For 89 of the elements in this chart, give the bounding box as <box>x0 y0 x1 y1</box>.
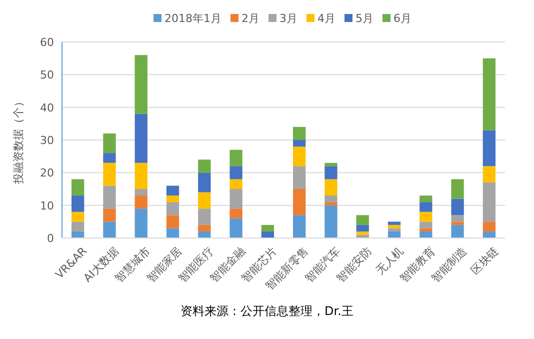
y-tick-label: 10 <box>40 199 54 212</box>
bar <box>198 208 211 225</box>
text: 资料来源：公开信息整理，Dr.王 <box>180 304 354 318</box>
legend-label: 2018年1月 <box>164 12 222 25</box>
bar <box>230 218 242 238</box>
bar <box>292 189 306 216</box>
bar <box>166 228 180 238</box>
legend-label: 3月 <box>280 12 298 25</box>
bar <box>103 186 116 209</box>
x-tick-label: 区块链 <box>468 244 501 278</box>
bar <box>292 140 306 147</box>
bar <box>71 212 84 222</box>
bar <box>292 146 306 166</box>
bar <box>324 179 338 196</box>
bar <box>261 224 274 232</box>
bar <box>451 215 464 222</box>
bar <box>230 208 242 218</box>
bar <box>134 189 148 196</box>
bar <box>482 166 496 182</box>
bar <box>324 196 338 202</box>
y-tick-label: 20 <box>40 166 54 180</box>
y-tick-label: 40 <box>40 101 54 114</box>
bar <box>198 192 211 209</box>
bar <box>292 126 306 140</box>
bar <box>198 224 211 232</box>
bar <box>420 228 432 232</box>
bar <box>482 130 496 166</box>
bar <box>482 231 496 238</box>
bar <box>451 224 464 238</box>
y-tick-label: 30 <box>40 134 54 147</box>
y-tick-label: 0 <box>47 232 54 245</box>
y-tick-label: 60 <box>40 36 54 49</box>
bar <box>482 222 496 232</box>
bar <box>451 179 464 199</box>
bar <box>134 208 148 238</box>
bar <box>451 198 464 216</box>
y-axis-title: 投融资数据（个） <box>12 96 25 185</box>
y-tick-label: 50 <box>40 68 54 82</box>
bar <box>324 162 338 166</box>
bar <box>420 202 432 212</box>
bar <box>420 231 432 238</box>
bar <box>134 162 148 189</box>
bar <box>388 231 401 238</box>
bar <box>166 196 180 202</box>
bar <box>356 234 369 238</box>
bar <box>134 114 148 163</box>
bar <box>230 166 242 180</box>
bar <box>103 153 116 163</box>
bar <box>134 55 148 114</box>
bar <box>261 231 274 238</box>
bar <box>166 202 180 216</box>
bar <box>103 133 116 154</box>
bar <box>324 166 338 180</box>
legend-label: 4月 <box>318 12 336 25</box>
bar <box>482 58 496 130</box>
legend-label: 5月 <box>356 12 374 25</box>
bar <box>71 179 84 196</box>
bar <box>420 222 432 228</box>
bar <box>482 182 496 222</box>
bar <box>134 196 148 209</box>
legend-label: 2月 <box>242 12 260 25</box>
bar <box>388 224 401 228</box>
bar <box>388 222 401 225</box>
bar <box>356 231 369 235</box>
bar <box>198 231 211 238</box>
bar <box>324 205 338 238</box>
bar <box>324 202 338 206</box>
bar <box>292 215 306 238</box>
bar <box>198 160 211 173</box>
bar <box>166 215 180 228</box>
bar <box>103 222 116 238</box>
bar <box>356 215 369 225</box>
bar <box>420 196 432 202</box>
bar <box>71 222 84 232</box>
bar <box>166 186 180 196</box>
bar <box>356 224 369 232</box>
bar <box>103 208 116 222</box>
bar <box>71 231 84 238</box>
bar <box>230 150 242 166</box>
bar <box>451 222 464 225</box>
bar <box>230 189 242 209</box>
bar <box>388 228 401 232</box>
legend-label: 6月 <box>394 12 412 25</box>
bar <box>420 212 432 222</box>
bar <box>292 166 306 189</box>
bar <box>71 196 84 212</box>
bar <box>103 162 116 186</box>
bar <box>230 179 242 189</box>
bar <box>198 172 211 192</box>
